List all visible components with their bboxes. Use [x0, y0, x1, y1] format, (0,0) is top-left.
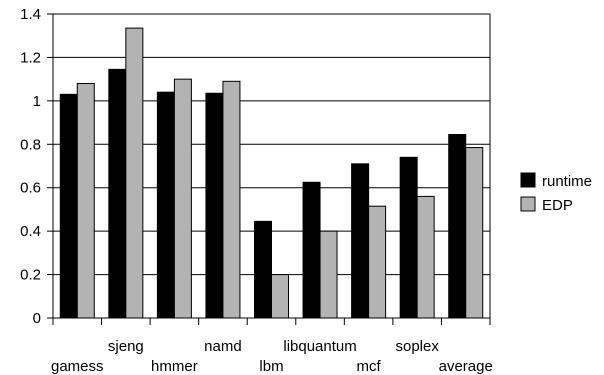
y-tick-label: 0.8: [20, 136, 41, 153]
y-tick-label: 1.2: [20, 49, 41, 66]
x-tick-label: gamess: [51, 358, 104, 375]
bar-EDP-lbm: [271, 274, 289, 319]
y-tick-label: 1.4: [20, 6, 41, 23]
y-tick-label: 1: [33, 93, 41, 110]
y-tick-label: 0.6: [20, 180, 41, 197]
bar-EDP-libquantum: [319, 230, 338, 319]
x-tick-label: mcf: [357, 358, 382, 375]
bar-EDP-gamess: [76, 82, 95, 319]
bar-EDP-soplex: [416, 195, 435, 319]
bar-runtime-lbm: [254, 220, 272, 319]
bar-runtime-soplex: [399, 156, 418, 319]
x-tick-label: namd: [204, 338, 242, 355]
legend-label-EDP: EDP: [542, 197, 573, 214]
y-axis: 0 0.2 0.4 0.6 0.8 1 1.2 1.4: [20, 6, 53, 327]
bar-EDP-hmmer: [173, 78, 192, 319]
x-tick-label: lbm: [259, 358, 283, 375]
x-tick-label: hmmer: [151, 358, 198, 375]
x-tick-label: soplex: [395, 338, 439, 355]
bar-runtime-hmmer: [156, 91, 175, 319]
x-tick-label: sjeng: [108, 338, 144, 355]
bar-runtime-mcf: [351, 163, 370, 319]
legend-swatch-runtime: [520, 172, 536, 188]
bars: [59, 27, 484, 319]
x-tick-label: libquantum: [283, 338, 356, 355]
bar-runtime-libquantum: [302, 181, 321, 319]
legend-swatch-EDP: [520, 196, 536, 212]
bar-EDP-average: [465, 147, 484, 319]
y-tick-label: 0: [33, 310, 41, 327]
bar-EDP-sjeng: [125, 27, 144, 319]
bar-EDP-mcf: [368, 205, 387, 319]
legend: runtime EDP: [520, 172, 592, 214]
y-tick-label: 0.4: [20, 223, 41, 240]
bar-EDP-namd: [222, 80, 241, 319]
legend-label-runtime: runtime: [542, 173, 592, 190]
bar-runtime-gamess: [59, 93, 78, 319]
bar-runtime-average: [448, 134, 467, 319]
bar-runtime-namd: [205, 92, 224, 319]
x-tick-label: average: [439, 358, 493, 375]
bar-runtime-sjeng: [108, 68, 127, 319]
y-tick-label: 0.2: [20, 267, 41, 284]
